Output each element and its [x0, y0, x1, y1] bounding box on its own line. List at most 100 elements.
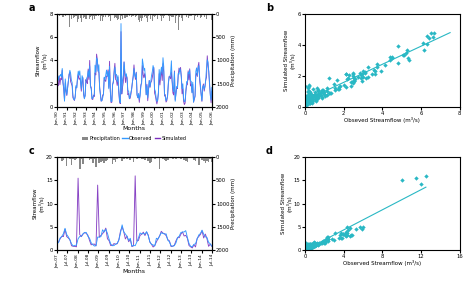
Point	[387, 55, 394, 59]
Point	[306, 245, 314, 249]
Bar	[175, 14, 176, 15]
Bar	[169, 14, 170, 16]
Point	[304, 245, 312, 249]
Point	[308, 243, 316, 248]
Bar	[141, 14, 142, 22]
Point	[320, 90, 328, 95]
Point	[402, 51, 410, 55]
Point	[331, 88, 338, 92]
Bar	[111, 14, 112, 15]
Bar	[146, 157, 147, 158]
Bar	[85, 14, 86, 15]
Bar	[203, 157, 204, 161]
Point	[340, 83, 347, 87]
Bar	[189, 14, 190, 16]
Point	[330, 238, 338, 243]
Bar	[186, 14, 187, 17]
Bar	[196, 14, 197, 15]
Bar	[132, 14, 133, 16]
Point	[305, 244, 313, 249]
Bar	[164, 14, 165, 16]
Bar	[134, 14, 135, 15]
Bar	[67, 157, 69, 158]
Bar	[71, 157, 73, 165]
Bar	[102, 157, 103, 162]
Point	[302, 96, 310, 101]
Point	[302, 98, 310, 103]
Point	[312, 93, 319, 98]
Point	[304, 90, 312, 94]
Bar	[98, 14, 99, 18]
Point	[350, 79, 357, 83]
Point	[373, 64, 381, 69]
Point	[306, 242, 314, 247]
Point	[307, 97, 314, 101]
Point	[309, 245, 317, 249]
Point	[324, 238, 332, 243]
Bar	[151, 14, 152, 15]
Point	[317, 93, 325, 98]
Point	[351, 77, 359, 82]
Point	[342, 85, 350, 90]
Point	[309, 245, 316, 249]
Bar	[144, 157, 146, 160]
Point	[319, 239, 327, 243]
Bar	[157, 157, 159, 158]
Bar	[204, 14, 205, 18]
Point	[309, 96, 317, 101]
Point	[304, 95, 311, 99]
Point	[314, 96, 322, 101]
Bar	[208, 157, 210, 162]
Point	[308, 98, 316, 103]
Point	[309, 244, 316, 248]
Point	[337, 236, 345, 240]
Point	[303, 98, 310, 102]
Point	[303, 99, 311, 104]
Point	[335, 85, 343, 90]
Point	[331, 85, 338, 90]
Point	[311, 94, 319, 99]
Point	[303, 247, 311, 251]
Point	[311, 90, 319, 94]
Bar	[64, 157, 66, 158]
Point	[304, 100, 311, 104]
Point	[323, 88, 330, 93]
Bar	[121, 14, 122, 16]
Point	[319, 87, 327, 92]
Text: c: c	[29, 146, 35, 156]
Point	[301, 98, 309, 102]
Point	[305, 242, 312, 246]
Bar	[74, 14, 75, 17]
Bar	[149, 14, 150, 15]
Point	[308, 242, 316, 246]
Bar	[179, 14, 180, 17]
Bar	[124, 14, 125, 15]
Point	[304, 246, 311, 250]
Point	[304, 86, 311, 90]
Point	[403, 48, 411, 53]
Bar	[95, 14, 96, 16]
Point	[349, 81, 356, 86]
Point	[307, 99, 315, 103]
Bar	[111, 157, 113, 164]
Bar	[188, 14, 189, 18]
Bar	[69, 157, 71, 159]
Point	[312, 94, 320, 98]
Point	[304, 94, 311, 98]
Point	[310, 240, 318, 244]
Point	[305, 246, 313, 250]
Text: b: b	[266, 3, 273, 13]
Bar	[198, 14, 199, 16]
Legend: Precipitation, Observed, Simulated: Precipitation, Observed, Simulated	[80, 134, 189, 143]
Point	[310, 241, 317, 246]
Point	[381, 63, 388, 67]
Point	[303, 99, 310, 104]
Bar	[160, 14, 161, 16]
Point	[315, 241, 323, 245]
Y-axis label: Simulated Streamflow
(m³/s): Simulated Streamflow (m³/s)	[281, 173, 292, 234]
Bar	[147, 14, 148, 22]
Point	[370, 68, 378, 73]
Point	[304, 95, 312, 100]
Point	[307, 242, 314, 247]
Point	[321, 241, 329, 245]
